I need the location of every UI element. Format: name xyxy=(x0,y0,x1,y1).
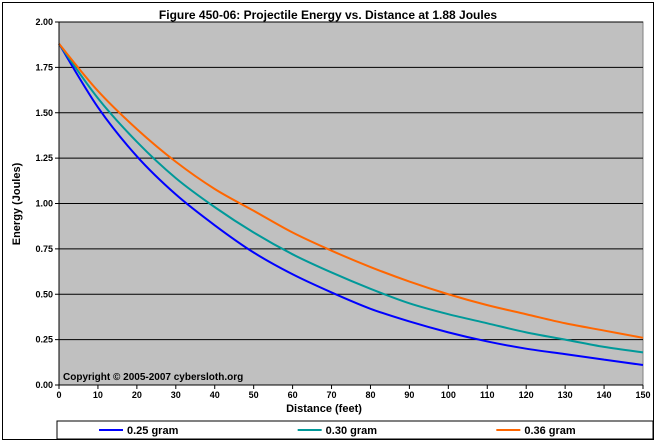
series-layer xyxy=(58,43,644,367)
x-tick-label: 10 xyxy=(93,390,103,400)
y-tick-label: 2.00 xyxy=(35,17,53,27)
chart-title: Figure 450-06: Projectile Energy vs. Dis… xyxy=(159,8,497,22)
y-tick-label: 1.00 xyxy=(35,199,53,209)
x-tick-labels: 0 10 20 30 40 50 60 70 80 90 100 110 120 130 140 150 xyxy=(56,390,650,400)
legend-label-0-30-gram: 0.30 gram xyxy=(326,425,378,437)
y-tick-label: 0.00 xyxy=(35,380,53,390)
y-tick-label: 0.75 xyxy=(35,244,53,254)
x-tick-label: 140 xyxy=(597,390,612,400)
series-line-0-30-gram xyxy=(58,43,644,354)
legend-label-0-36-gram: 0.36 gram xyxy=(524,425,576,437)
x-axis-label: Distance (feet) xyxy=(286,403,362,415)
x-tick-label: 100 xyxy=(441,390,456,400)
x-tick-label: 20 xyxy=(132,390,142,400)
axes xyxy=(55,21,644,389)
series-line-0-36-gram xyxy=(58,43,644,339)
y-tick-label: 0.50 xyxy=(35,289,53,299)
y-tick-labels: 0.00 0.25 0.50 0.75 1.00 1.25 1.50 1.75 2.00 xyxy=(35,17,53,390)
x-tick-label: 60 xyxy=(288,390,298,400)
x-tick-label: 80 xyxy=(365,390,375,400)
copyright-annotation: Copyright © 2005-2007 cybersloth.org xyxy=(63,372,243,383)
grid xyxy=(59,21,643,341)
x-tick-label: 110 xyxy=(480,390,495,400)
x-tick-label: 130 xyxy=(558,390,573,400)
y-tick-label: 1.25 xyxy=(35,153,53,163)
x-tick-label: 30 xyxy=(171,390,181,400)
legend-box xyxy=(56,420,654,440)
legend-label-0-25-gram: 0.25 gram xyxy=(127,425,179,437)
x-tick-label: 70 xyxy=(327,390,337,400)
series-line-0-25-gram xyxy=(58,43,644,367)
x-tick-label: 40 xyxy=(210,390,220,400)
x-tick-label: 90 xyxy=(404,390,414,400)
y-tick-label: 1.50 xyxy=(35,108,53,118)
x-tick-label: 150 xyxy=(635,390,650,400)
y-tick-label: 0.25 xyxy=(35,335,53,345)
x-tick-label: 120 xyxy=(519,390,534,400)
legend: 0.25 gram 0.30 gram 0.36 gram xyxy=(56,420,654,440)
y-tick-label: 1.75 xyxy=(35,62,53,72)
x-tick-label: 50 xyxy=(249,390,259,400)
y-axis-label: Energy (Joules) xyxy=(11,162,23,245)
x-tick-label: 0 xyxy=(56,390,61,400)
